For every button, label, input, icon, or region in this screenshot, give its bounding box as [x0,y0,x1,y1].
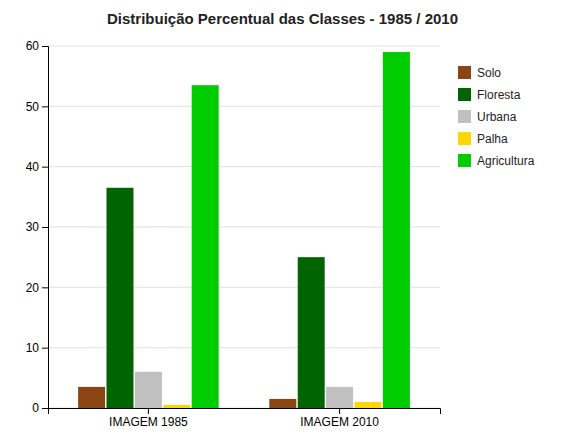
grid [48,46,440,408]
tick: 20 [26,281,48,295]
legend-swatch [458,66,471,79]
chart: Distribuição Percentual das Classes - 19… [0,0,565,444]
legend-label: Urbana [477,110,517,124]
tick-label: 10 [26,341,40,355]
legend-swatch [458,132,471,145]
bar-series [192,52,410,408]
y-axis: 0 10 20 30 40 50 60 [26,39,49,415]
bar [163,405,190,408]
legend: Solo Floresta Urbana Palha Agricultura [458,66,535,168]
bar [326,387,353,408]
tick-mark [42,106,48,107]
legend-label: Agricultura [477,154,535,168]
x-axis: IMAGEM 1985 IMAGEM 2010 [49,408,441,429]
grid-line [48,46,440,47]
grid-line [48,166,440,167]
legend-item: Urbana [458,110,517,124]
legend-item: Solo [458,66,501,80]
plot: 0 10 20 30 40 50 60 IMAGEM 1985 IMAGEM 2010 [26,39,441,428]
bar [78,387,105,408]
legend-label: Floresta [477,88,521,102]
legend-swatch [458,154,471,167]
legend-item: Palha [458,132,508,146]
tick-label: IMAGEM 1985 [109,415,188,429]
bar [107,188,134,408]
tick-mark [42,287,48,288]
legend-swatch [458,110,471,123]
tick-label: 20 [26,281,40,295]
tick-label: 0 [32,401,39,415]
legend-label: Palha [477,132,508,146]
tick-mark [42,348,48,349]
bar [383,52,410,408]
tick-label: IMAGEM 2010 [300,415,379,429]
tick-label: 40 [26,160,40,174]
tick-mark [42,167,48,168]
tick-mark [42,46,48,47]
bar [269,399,296,408]
axis-line [42,47,49,409]
tick-label: 30 [26,220,40,234]
tick: 10 [26,341,48,355]
legend-item: Floresta [458,88,521,102]
bar [135,372,162,408]
bar [192,85,219,408]
bar-series [135,372,353,408]
legend-swatch [458,88,471,101]
tick: IMAGEM 2010 [300,408,379,429]
tick-mark [148,408,149,414]
grid-line [48,106,440,107]
tick-label: 60 [26,39,40,53]
tick: 0 [32,401,48,415]
tick-mark [42,408,48,409]
tick: IMAGEM 1985 [109,408,188,429]
tick-mark [339,408,340,414]
tick: 60 [26,39,48,53]
tick: 50 [26,100,48,114]
axis-line [49,409,441,415]
tick-mark [42,227,48,228]
tick-label: 50 [26,100,40,114]
bars [78,52,410,408]
title: Distribuição Percentual das Classes - 19… [107,10,458,27]
legend-label: Solo [477,66,501,80]
tick: 30 [26,220,48,234]
legend-item: Agricultura [458,154,535,168]
bar [298,257,325,408]
tick: 40 [26,160,48,174]
bar [355,402,382,408]
